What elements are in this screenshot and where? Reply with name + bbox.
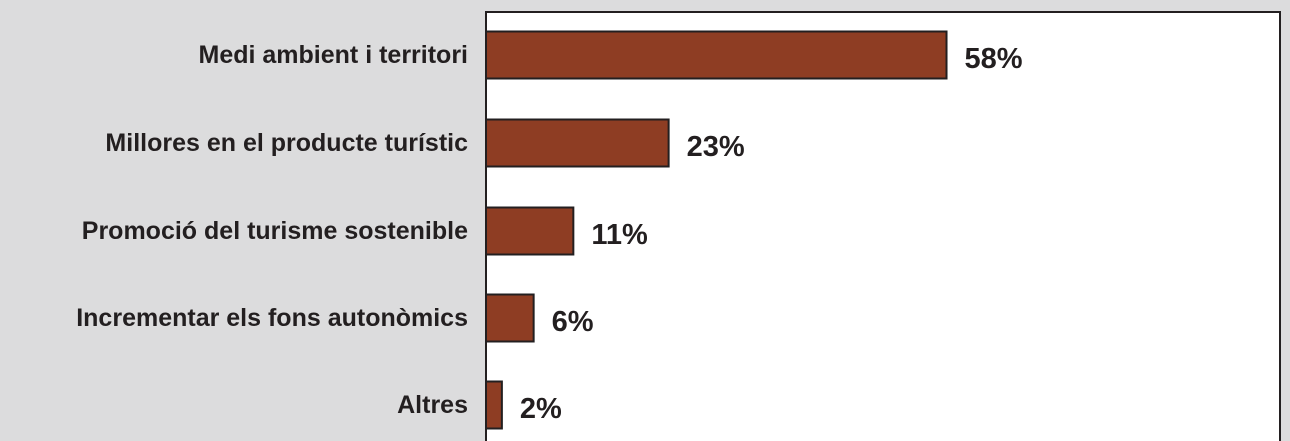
category-label-millores-en-el-producte-turistic: Millores en el producte turístic	[105, 129, 468, 157]
bar-incrementar-els-fons-autonomics	[485, 293, 535, 343]
bars-group	[485, 30, 948, 430]
category-label-promocio-del-turisme-sostenible: Promoció del turisme sostenible	[82, 217, 468, 245]
bar-millores-en-el-producte-turistic	[485, 118, 670, 168]
value-label-medi-ambient-i-territori: 58%	[965, 43, 1023, 75]
bar-altres	[485, 380, 503, 430]
category-label-medi-ambient-i-territori: Medi ambient i territori	[199, 41, 468, 69]
plot-area	[485, 11, 1281, 441]
bar-medi-ambient-i-territori	[485, 30, 948, 80]
category-label-incrementar-els-fons-autonomics: Incrementar els fons autonòmics	[76, 304, 468, 332]
category-labels-group: Medi ambient i territori Millores en el p…	[76, 41, 468, 419]
value-label-altres: 2%	[520, 393, 562, 425]
value-label-promocio-del-turisme-sostenible: 11%	[591, 219, 648, 251]
value-labels-group: 58% 23% 11% 6% 2%	[520, 43, 1023, 425]
bar-promocio-del-turisme-sostenible	[485, 206, 575, 256]
value-label-millores-en-el-producte-turistic: 23%	[687, 131, 745, 163]
category-label-altres: Altres	[397, 391, 468, 419]
value-label-incrementar-els-fons-autonomics: 6%	[552, 306, 594, 338]
